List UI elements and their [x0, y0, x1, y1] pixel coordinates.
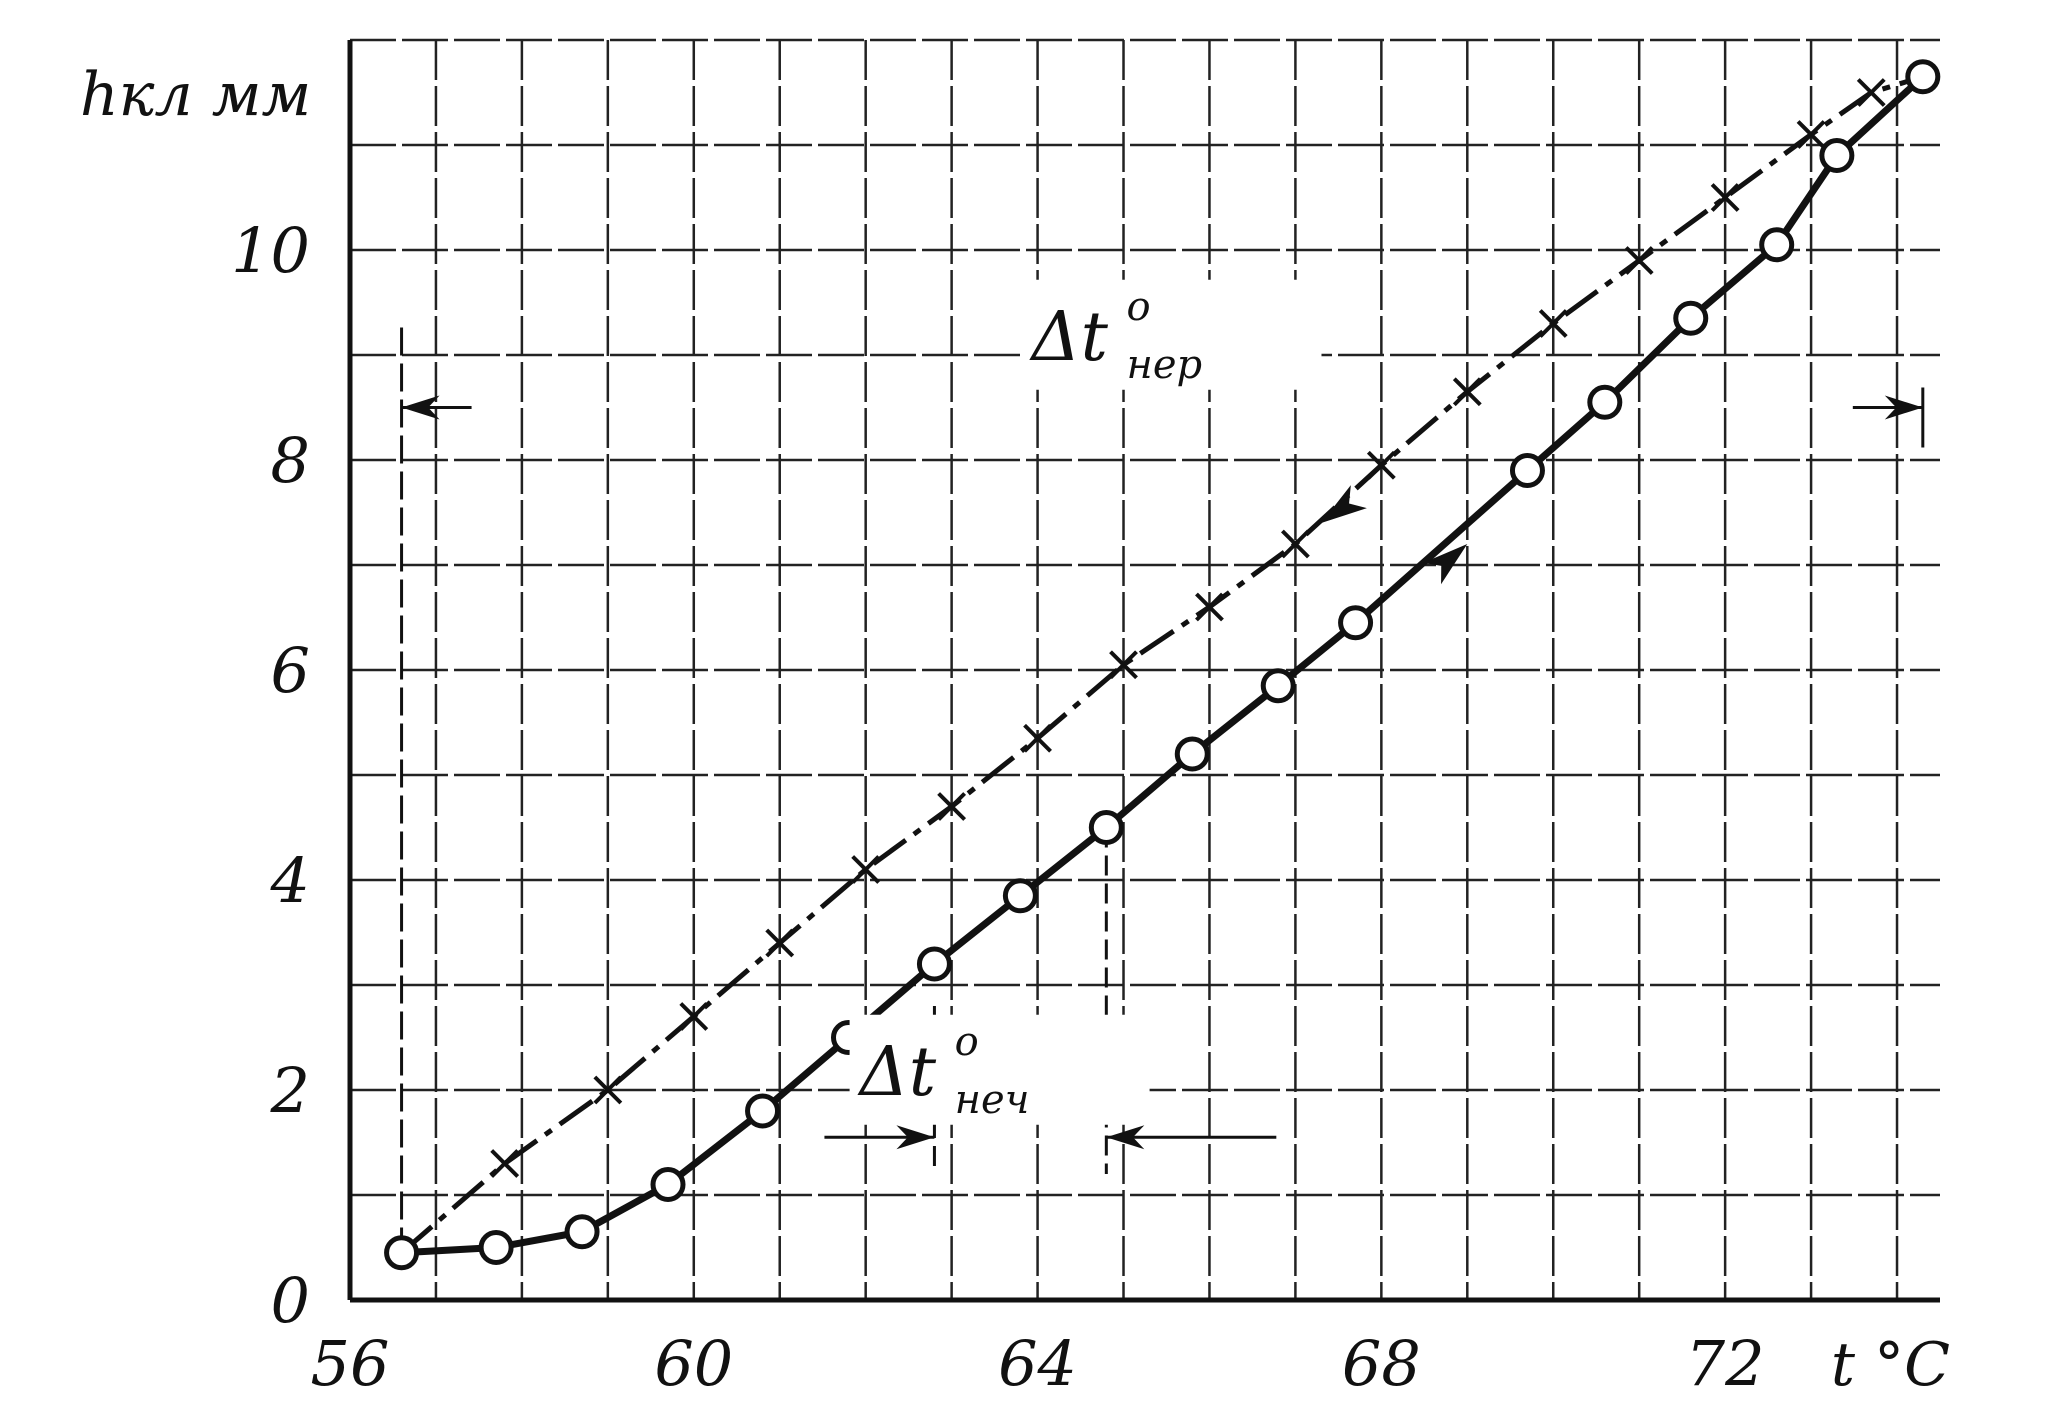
data-point-circle — [478, 1230, 514, 1265]
x-tick-label: 56 — [311, 1327, 390, 1400]
data-point-cross — [1109, 650, 1138, 680]
data-point-circle — [1338, 605, 1374, 641]
data-point-cross — [1624, 246, 1654, 275]
data-point-circle — [1587, 384, 1623, 420]
data-point-circle — [650, 1167, 686, 1202]
bracket-arrow-left — [1106, 1125, 1145, 1150]
series-line-dashed — [399, 74, 1924, 1255]
data-point-circle — [1260, 668, 1296, 704]
y-tick-label: 2 — [270, 1054, 310, 1127]
x-axis-label: t °C — [1831, 1330, 1950, 1400]
annotation-symbol: Δt — [1028, 298, 1108, 377]
annotation-symbol: Δt — [857, 1033, 937, 1112]
data-point-circle — [1509, 453, 1545, 488]
annotation-delta-t-nech: Δt o неч — [849, 1014, 1150, 1125]
series-line-solid — [401, 74, 1926, 1257]
data-point-circle — [1174, 736, 1210, 772]
y-tick-label: 6 — [271, 634, 310, 707]
direction-arrow-heating — [1423, 544, 1468, 585]
bracket-arrow-left — [401, 395, 440, 420]
data-point-cross — [1280, 529, 1310, 559]
data-point-cross — [1710, 183, 1740, 212]
data-point-cross — [1023, 723, 1052, 753]
data-point-circle — [745, 1093, 781, 1129]
data-point-circle — [1905, 59, 1941, 95]
annotation-subscript: нер — [1126, 342, 1202, 388]
x-tick-label: 64 — [998, 1327, 1077, 1400]
data-point-circle — [1088, 810, 1124, 845]
data-point-circle — [1759, 227, 1795, 263]
data-point-circle — [1819, 138, 1855, 173]
data-point-cross — [679, 1002, 709, 1031]
data-point-cross — [765, 928, 795, 958]
data-point-cross — [1366, 450, 1396, 480]
x-tick-label: 72 — [1686, 1327, 1765, 1400]
annotation-superscript: o — [955, 1019, 979, 1065]
x-tick-label: 68 — [1342, 1327, 1421, 1400]
x-tick-label: 60 — [654, 1327, 733, 1400]
data-point-cross — [1452, 377, 1482, 407]
data-point-circle — [1002, 878, 1038, 914]
data-point-cross — [1538, 309, 1568, 338]
data-point-cross — [1796, 120, 1826, 149]
y-tick-label: 0 — [271, 1264, 310, 1337]
y-axis-label: hкл мм — [80, 60, 311, 130]
y-tick-label: 10 — [231, 214, 310, 287]
data-point-circle — [916, 946, 952, 982]
direction-arrow-cooling — [1321, 485, 1367, 523]
annotation-background — [849, 1014, 1150, 1125]
data-point-cross — [851, 855, 881, 884]
y-tick-label: 8 — [271, 424, 310, 497]
annotation-superscript: o — [1126, 284, 1150, 330]
data-point-cross — [1856, 78, 1886, 107]
annotation-delta-t-ner: Δt o нер — [1021, 279, 1322, 390]
data-point-cross — [1195, 592, 1224, 622]
data-point-circle — [1673, 300, 1709, 336]
data-point-cross — [937, 792, 967, 821]
data-point-circle — [384, 1235, 420, 1271]
y-tick-label: 4 — [270, 844, 310, 917]
data-point-cross — [593, 1075, 623, 1105]
data-point-circle — [564, 1214, 600, 1250]
bracket-arrow-right — [896, 1125, 935, 1150]
data-point-cross — [490, 1149, 520, 1178]
annotation-subscript: неч — [955, 1077, 1030, 1123]
annotation-background — [1021, 279, 1322, 390]
bracket-arrow-right — [1884, 395, 1923, 420]
